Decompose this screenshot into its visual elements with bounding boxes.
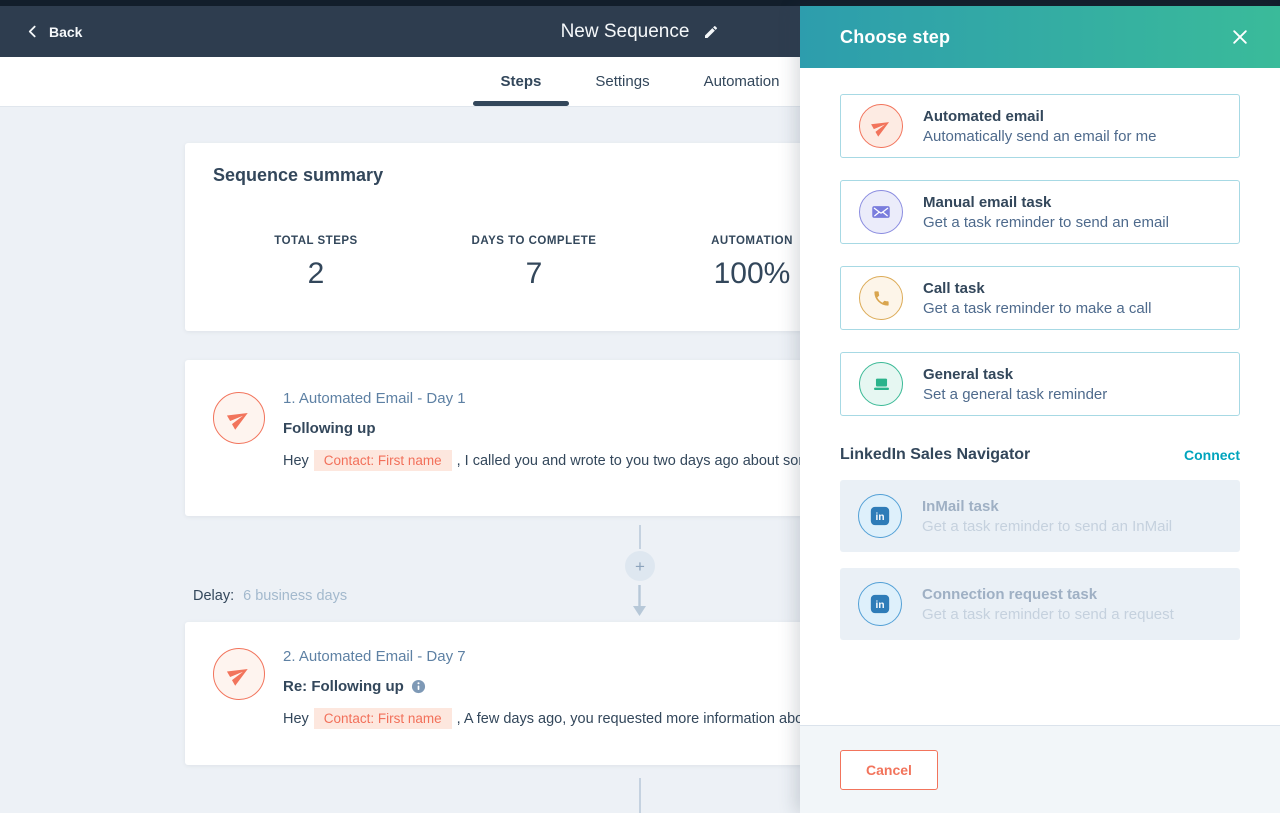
stat-value: 2 (307, 257, 325, 290)
option-description: Get a task reminder to send a request (922, 605, 1174, 623)
personalization-token: Contact: First name (313, 708, 452, 729)
step-body: Hey Contact: First name , A few days ago… (283, 708, 1079, 729)
linkedin-icon: in (858, 494, 902, 538)
stat-days-to-complete: DAYS TO COMPLETE 7 (425, 235, 643, 291)
option-title: InMail task (922, 497, 999, 515)
stat-value: 100% (713, 257, 791, 290)
option-description: Set a general task reminder (923, 385, 1108, 403)
personalization-token: Contact: First name (313, 450, 452, 471)
page-title: New Sequence (560, 20, 690, 42)
step-body: Hey Contact: First name , I called you a… (283, 450, 1079, 471)
connect-link[interactable]: Connect (1184, 447, 1240, 463)
connector-line (639, 525, 641, 549)
option-description: Get a task reminder to send an InMail (922, 517, 1173, 535)
arrow-down-icon (631, 585, 648, 622)
choose-step-panel: Choose step Automated email Automaticall… (800, 6, 1280, 813)
edit-title-button[interactable] (703, 24, 719, 40)
option-automated-email[interactable]: Automated email Automatically send an em… (840, 94, 1240, 158)
linkedin-heading: LinkedIn Sales Navigator (840, 446, 1031, 463)
automated-email-step-icon (213, 392, 265, 444)
send-icon (859, 104, 903, 148)
close-icon (1230, 27, 1250, 47)
option-title: Call task (923, 279, 985, 297)
option-inmail-task-disabled: in InMail task Get a task reminder to se… (840, 480, 1240, 552)
panel-footer: Cancel (800, 725, 1280, 813)
delay-row: Delay: 6 business days (193, 588, 347, 604)
option-title: Connection request task (922, 585, 1098, 603)
linkedin-icon: in (858, 582, 902, 626)
add-step-button[interactable]: + (625, 551, 655, 581)
phone-icon (859, 276, 903, 320)
step-title: 2. Automated Email - Day 7 (283, 648, 466, 665)
step-subject: Following up (283, 420, 376, 437)
option-description: Get a task reminder to send an email (923, 213, 1169, 231)
pencil-icon (703, 24, 719, 40)
body-prefix: Hey (283, 452, 309, 469)
close-panel-button[interactable] (1230, 27, 1250, 47)
back-label: Back (49, 23, 83, 40)
svg-text:in: in (876, 600, 885, 611)
option-manual-email-task[interactable]: Manual email task Get a task reminder to… (840, 180, 1240, 244)
tab-automation[interactable]: Automation (703, 73, 780, 90)
body-suffix: , A few days ago, you requested more inf… (456, 710, 816, 727)
option-title: Automated email (923, 107, 1044, 125)
info-icon[interactable] (411, 679, 426, 694)
cancel-button[interactable]: Cancel (840, 749, 938, 790)
summary-stats: TOTAL STEPS 2 DAYS TO COMPLETE 7 AUTOMAT… (207, 235, 861, 291)
stat-total-steps: TOTAL STEPS 2 (207, 235, 425, 291)
panel-header: Choose step (800, 6, 1280, 68)
step-subject: Re: Following up (283, 678, 1079, 695)
step-subject-text: Re: Following up (283, 678, 404, 695)
stat-automation: AUTOMATION 100% (643, 235, 861, 291)
chevron-left-icon (26, 25, 39, 38)
option-title: General task (923, 365, 1014, 383)
body-suffix: , I called you and wrote to you two days… (456, 452, 819, 469)
back-button[interactable]: Back (26, 6, 82, 57)
email-icon (859, 190, 903, 234)
svg-text:in: in (876, 512, 885, 523)
step-title: 1. Automated Email - Day 1 (283, 390, 466, 407)
body-prefix: Hey (283, 710, 309, 727)
stat-value: 7 (525, 257, 543, 290)
tab-settings[interactable]: Settings (595, 73, 650, 90)
delay-label: Delay: (193, 588, 235, 604)
option-title: Manual email task (923, 193, 1052, 211)
laptop-icon (859, 362, 903, 406)
stat-label: TOTAL STEPS (274, 235, 358, 247)
delay-value-link[interactable]: 6 business days (243, 588, 348, 604)
connector-line (639, 778, 641, 813)
linkedin-section-header: LinkedIn Sales Navigator Connect (840, 446, 1240, 464)
option-connection-request-task-disabled: in Connection request task Get a task re… (840, 568, 1240, 640)
option-call-task[interactable]: Call task Get a task reminder to make a … (840, 266, 1240, 330)
stat-label: AUTOMATION (711, 235, 793, 247)
panel-title: Choose step (840, 26, 951, 47)
automated-email-step-icon (213, 648, 265, 700)
summary-title: Sequence summary (213, 165, 384, 185)
stat-label: DAYS TO COMPLETE (471, 235, 597, 247)
option-description: Get a task reminder to make a call (923, 299, 1152, 317)
option-general-task[interactable]: General task Set a general task reminder (840, 352, 1240, 416)
tab-steps[interactable]: Steps (497, 57, 546, 106)
panel-body: Automated email Automatically send an em… (800, 68, 1280, 725)
option-description: Automatically send an email for me (923, 127, 1157, 145)
top-strip (0, 0, 1280, 6)
